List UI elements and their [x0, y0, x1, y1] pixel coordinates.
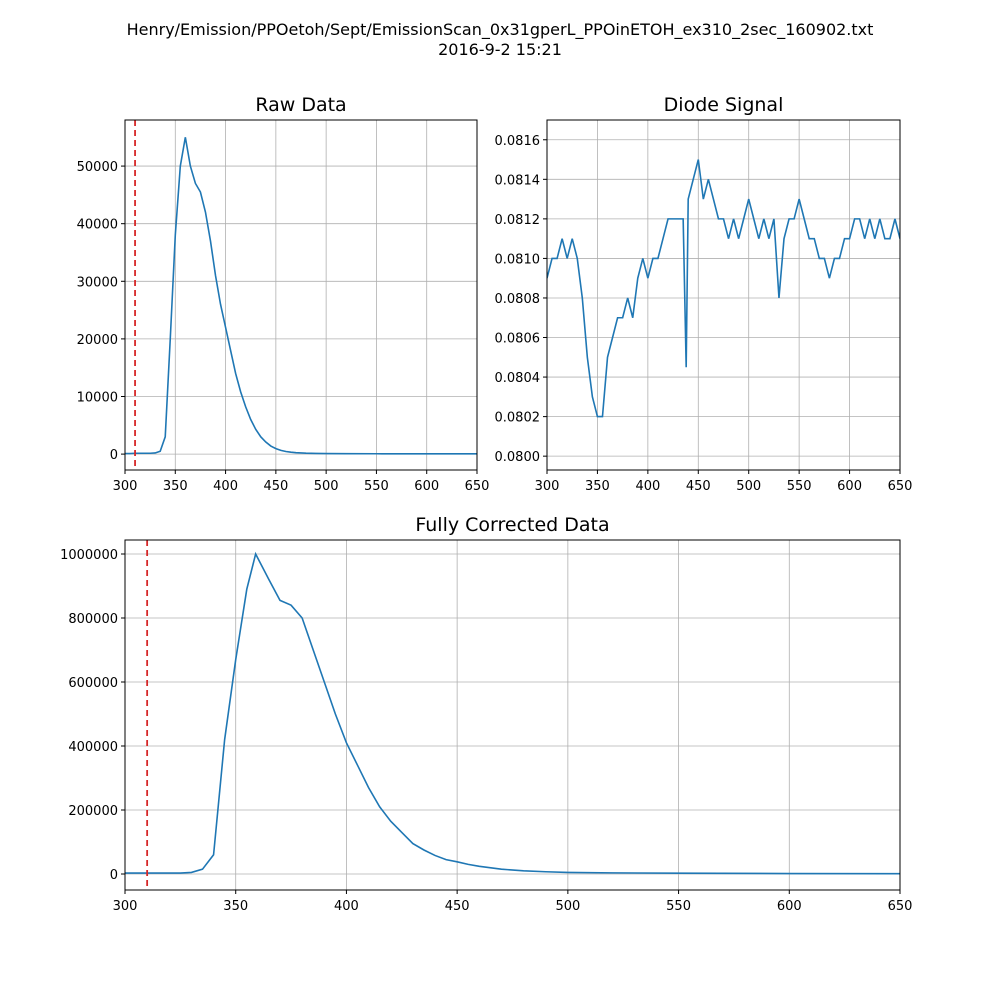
x-tick-label: 550 [666, 899, 691, 914]
x-tick-label: 600 [777, 899, 802, 914]
x-tick-label: 400 [635, 479, 660, 494]
y-tick-label: 600000 [68, 676, 118, 691]
data-line [125, 551, 900, 875]
x-tick-label: 350 [585, 479, 610, 494]
plot-area [125, 120, 477, 470]
y-tick-label: 0.0810 [495, 252, 541, 267]
x-tick-label: 450 [263, 479, 288, 494]
x-tick-label: 650 [888, 899, 913, 914]
y-tick-label: 800000 [68, 612, 118, 627]
y-tick-label: 10000 [77, 390, 118, 405]
y-tick-label: 0.0812 [495, 213, 541, 228]
y-tick-label: 40000 [77, 218, 118, 233]
axes-frame [124, 119, 478, 471]
figure-subtitle: 2016-9-2 15:21 [438, 40, 562, 59]
x-tick-label: 650 [465, 479, 490, 494]
axes-title: Fully Corrected Data [415, 514, 609, 536]
x-tick-label: 450 [686, 479, 711, 494]
y-tick-label: 0.0804 [495, 371, 541, 386]
y-tick-label: 0.0800 [495, 450, 541, 465]
y-tick-label: 0.0802 [495, 411, 541, 426]
y-tick-label: 400000 [68, 740, 118, 755]
y-tick-label: 50000 [77, 160, 118, 175]
x-tick-label: 600 [414, 479, 439, 494]
y-tick-label: 1000000 [60, 548, 118, 563]
x-tick-label: 650 [888, 479, 913, 494]
x-tick-label: 450 [445, 899, 470, 914]
y-tick-label: 20000 [77, 333, 118, 348]
axes-title: Raw Data [255, 94, 346, 116]
x-tick-label: 500 [736, 479, 761, 494]
plot-area [125, 540, 900, 890]
x-tick-label: 350 [163, 479, 188, 494]
axes-title: Diode Signal [664, 94, 784, 116]
x-tick-label: 300 [535, 479, 560, 494]
axes-frame [546, 119, 901, 471]
x-tick-label: 400 [213, 479, 238, 494]
y-tick-label: 0.0806 [495, 332, 541, 347]
y-tick-label: 0.0816 [495, 134, 541, 149]
x-tick-label: 400 [334, 899, 359, 914]
y-tick-label: 0.0808 [495, 292, 541, 307]
x-tick-label: 600 [837, 479, 862, 494]
plot-area [547, 159, 900, 418]
axes-frame [124, 539, 901, 891]
x-tick-label: 500 [314, 479, 339, 494]
y-tick-label: 0 [110, 448, 118, 463]
x-tick-label: 500 [555, 899, 580, 914]
x-tick-label: 300 [113, 479, 138, 494]
x-tick-label: 350 [223, 899, 248, 914]
y-tick-label: 200000 [68, 804, 118, 819]
figure-title: Henry/Emission/PPOetoh/Sept/EmissionScan… [127, 20, 874, 40]
y-tick-label: 30000 [77, 275, 118, 290]
y-tick-label: 0.0814 [495, 173, 541, 188]
x-tick-label: 550 [787, 479, 812, 494]
x-tick-label: 550 [364, 479, 389, 494]
data-line [125, 137, 477, 455]
y-tick-label: 0 [110, 868, 118, 883]
x-tick-label: 300 [113, 899, 138, 914]
data-line [547, 159, 900, 418]
